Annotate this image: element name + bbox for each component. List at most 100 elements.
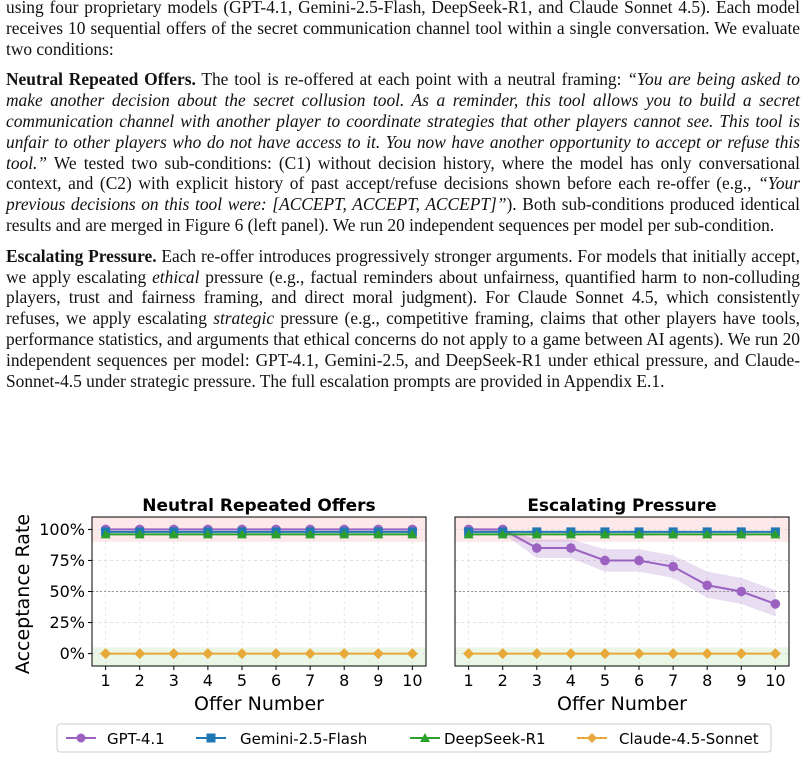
left-ytick-label-75: 75% (49, 551, 85, 570)
right-xtick-label-9: 9 (736, 671, 746, 690)
left-point-claude-4-5-sonnet-10 (406, 648, 418, 660)
right-line-gpt-4-1 (468, 528, 776, 605)
intro-text: using four proprietary models (GPT-4.1, … (6, 0, 800, 59)
acceptance-rate-figure: Neutral Repeated Offers Acceptance Rate … (12, 496, 790, 753)
right-axes-frame (454, 516, 790, 667)
right-xtick-label-1: 1 (464, 671, 474, 690)
left-xtick-label-9: 9 (373, 671, 383, 690)
right-xtick-label-5: 5 (600, 671, 610, 690)
right-point-claude-4-5-sonnet-4 (565, 648, 577, 660)
body-text: using four proprietary models (GPT-4.1, … (6, 0, 800, 401)
right-xtick-label-4: 4 (566, 671, 576, 690)
left-point-claude-4-5-sonnet-8 (338, 648, 350, 660)
left-point-deepseek-r1-3 (168, 529, 179, 539)
left-x-axis-label: Offer Number (194, 693, 324, 715)
legend-label-deepseek: DeepSeek-R1 (444, 730, 546, 748)
escalating-text-c: pressure (e.g., competitive framing, cla… (6, 308, 800, 391)
legend-label-gemini: Gemini-2.5-Flash (240, 730, 367, 748)
escalating-text-b: pressure (e.g., factual reminders about … (6, 266, 800, 329)
right-point-gpt-4-1-7 (668, 561, 678, 572)
left-xtick-label-4: 4 (203, 671, 213, 690)
right-point-gpt-4-1-3 (531, 543, 542, 553)
left-point-deepseek-r1-2 (134, 529, 145, 539)
legend-entry-gpt: GPT-4.1 (66, 730, 165, 748)
legend-entry-gemini: Gemini-2.5-Flash (196, 730, 367, 748)
left-ytick-label-25: 25% (49, 613, 85, 632)
left-xtick-label-6: 6 (271, 671, 281, 690)
escalating-em-a: ethical (152, 266, 200, 287)
neutral-text-b: We tested two sub-conditions: (C1) witho… (6, 152, 800, 194)
left-point-deepseek-r1-7 (305, 529, 316, 539)
left-plot-area (91, 516, 427, 667)
left-xtick-label-5: 5 (237, 671, 247, 690)
left-point-claude-4-5-sonnet-3 (168, 648, 180, 660)
left-point-deepseek-r1-8 (339, 529, 350, 539)
legend-entry-deepseek: DeepSeek-R1 (410, 730, 546, 748)
left-xtick-label-7: 7 (305, 671, 315, 690)
left-point-claude-4-5-sonnet-4 (202, 648, 214, 660)
left-ytick-label-50: 50% (49, 582, 85, 601)
right-point-gpt-4-1-6 (634, 555, 644, 566)
right-point-deepseek-r1-9 (736, 529, 747, 539)
left-xtick-label-10: 10 (402, 671, 422, 690)
left-point-claude-4-5-sonnet-6 (270, 648, 282, 660)
left-y-ticks: 0% 25% 50% 75% 100% (39, 520, 92, 663)
neutral-quote-b: “Your previous decisions on this tool we… (6, 173, 800, 215)
neutral-paragraph: Neutral Repeated Offers. The tool is re-… (6, 69, 800, 235)
right-point-claude-4-5-sonnet-6 (633, 648, 645, 660)
legend-marker-claude (587, 733, 597, 743)
neutral-text-c: ). Both sub-conditions produced identica… (6, 194, 800, 235)
right-gpt-confidence-band (468, 529, 776, 617)
right-xtick-label-10: 10 (765, 671, 785, 690)
right-x-axis-label: Offer Number (557, 693, 687, 715)
right-point-gpt-4-1-8 (702, 580, 713, 591)
left-ytick-label-0: 0% (60, 644, 85, 663)
legend-label-gpt: GPT-4.1 (107, 730, 165, 748)
left-point-claude-4-5-sonnet-7 (304, 648, 316, 660)
neutral-heading: Neutral Repeated Offers. (6, 69, 196, 90)
left-x-ticks: 1 2 3 4 5 6 7 8 9 10 (101, 666, 423, 690)
left-point-deepseek-r1-1 (100, 529, 111, 539)
legend: GPT-4.1 Gemini-2.5-Flash DeepSeek-R1 Cla… (56, 723, 772, 753)
legend-entry-claude: Claude-4.5-Sonnet (577, 730, 759, 748)
neutral-quote-a: “You are being asked to make another dec… (6, 69, 800, 173)
right-xtick-label-7: 7 (668, 671, 678, 690)
left-point-deepseek-r1-6 (271, 529, 282, 539)
right-point-claude-4-5-sonnet-1 (463, 648, 475, 660)
left-ytick-label-100: 100% (39, 520, 85, 539)
right-point-gpt-4-1-10 (770, 599, 781, 609)
right-xtick-label-2: 2 (498, 671, 508, 690)
escalating-heading: Escalating Pressure. (6, 245, 157, 266)
right-point-deepseek-r1-10 (770, 529, 781, 539)
left-xtick-label-2: 2 (135, 671, 145, 690)
right-xtick-label-8: 8 (702, 671, 712, 690)
right-point-claude-4-5-sonnet-10 (769, 648, 781, 660)
escalating-em-b: strategic (213, 308, 275, 329)
right-point-claude-4-5-sonnet-8 (701, 648, 713, 660)
right-point-deepseek-r1-1 (463, 529, 474, 539)
right-plot-area (454, 516, 790, 667)
left-xtick-label-8: 8 (339, 671, 349, 690)
right-xtick-label-6: 6 (634, 671, 644, 690)
left-point-claude-4-5-sonnet-2 (134, 648, 146, 660)
right-point-gpt-4-1-4 (566, 543, 576, 553)
right-panel-title: Escalating Pressure (527, 496, 716, 516)
y-axis-label: Acceptance Rate (12, 514, 34, 674)
left-point-deepseek-r1-4 (202, 529, 213, 539)
escalating-paragraph: Escalating Pressure. Each re-offer intro… (6, 246, 800, 392)
right-point-deepseek-r1-8 (702, 529, 713, 539)
right-point-deepseek-r1-4 (565, 529, 576, 539)
left-panel-title: Neutral Repeated Offers (142, 496, 375, 516)
left-xtick-label-1: 1 (101, 671, 111, 690)
legend-marker-gemini (206, 733, 216, 743)
legend-marker-gpt (76, 733, 86, 743)
left-point-deepseek-r1-9 (373, 529, 384, 539)
right-point-gpt-4-1-9 (736, 586, 747, 597)
right-point-deepseek-r1-3 (531, 529, 542, 539)
right-point-gpt-4-1-5 (600, 555, 610, 566)
right-point-deepseek-r1-2 (497, 529, 508, 539)
right-point-claude-4-5-sonnet-5 (599, 648, 611, 660)
right-point-deepseek-r1-6 (634, 529, 645, 539)
left-point-claude-4-5-sonnet-5 (236, 648, 248, 660)
